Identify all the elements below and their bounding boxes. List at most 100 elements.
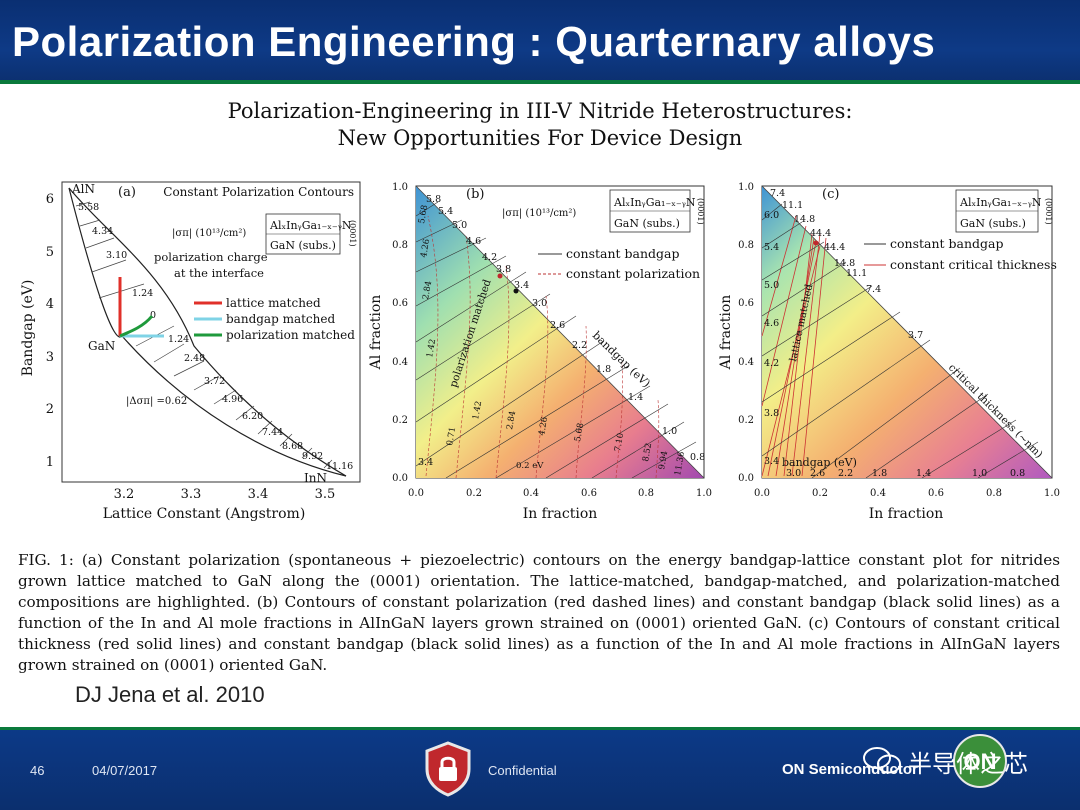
panel-c-marker — [813, 240, 819, 246]
panel-a-contour-value: 2.48 — [184, 353, 205, 364]
panel-b-xtick: 0.2 — [466, 488, 482, 499]
panel-b-legend-polarization: constant polarization — [566, 266, 700, 281]
panel-a-contours — [75, 201, 333, 469]
paper-title-line-1: Polarization-Engineering in III-V Nitrid… — [227, 99, 853, 123]
panel-b-legend-bandgap: constant bandgap — [566, 246, 679, 261]
panel-b-pol-value: 2.84 — [505, 410, 518, 430]
panel-c-top-value: 11.1 — [782, 200, 803, 211]
panel-b-pol-value: 1.42 — [471, 400, 484, 420]
panel-b-xtick: 0.8 — [638, 488, 654, 499]
panel-c-top-values: 7.4 11.1 6.0 14.8 5.4 44.4 44.4 14.8 11.… — [764, 188, 923, 419]
paper-title-line-2: New Opportunities For Device Design — [337, 126, 743, 150]
panel-c-xtick: 0.2 — [812, 488, 828, 499]
panel-a-point-mid: GaN — [88, 339, 115, 353]
panel-c-bottom-value: 1.8 — [872, 468, 887, 479]
panel-c-top-value: 44.4 — [824, 242, 845, 253]
panel-a-lower-curve — [68, 187, 347, 477]
panel-a-box-line-1: AlₓInᵧGa₁₋ₓ₋ᵧN — [269, 219, 352, 232]
shield-lock-icon — [425, 741, 471, 797]
panel-a-orientation: (0001) — [348, 220, 357, 247]
panel-b-xtick: 0.0 — [408, 488, 424, 499]
panel-a-ytick: 1 — [46, 455, 54, 470]
panel-b-pol-value: 1.42 — [425, 338, 438, 358]
panel-a-contour-value: 1.24 — [132, 288, 153, 299]
svg-text:ON: ON — [964, 749, 997, 774]
panel-b-pol-value: 5.68 — [417, 204, 430, 224]
panel-a-contour-value: 4.34 — [92, 226, 113, 237]
panel-c-top-value: 6.0 — [764, 210, 779, 221]
panel-b-pol-value: 8.52 — [641, 442, 654, 462]
panel-b-pol-value: 4.26 — [419, 238, 432, 258]
panel-a-charge-note-1: polarization charge — [154, 250, 268, 264]
panel-b-polarization-contours — [425, 215, 660, 479]
panel-c-xtick: 0.6 — [928, 488, 944, 499]
panel-c-top-value: 4.6 — [764, 318, 779, 329]
panel-a-ytick: 4 — [46, 297, 54, 312]
panel-a-contour-value: 3.72 — [204, 376, 225, 387]
confidential-label: Confidential — [488, 763, 557, 778]
panel-a-contour-value: 4.96 — [222, 394, 243, 405]
slide-title-bar: Polarization Engineering : Quarternary a… — [0, 0, 1080, 84]
panel-b-pol-value: 5.68 — [573, 422, 586, 442]
panel-c-xtick: 0.4 — [870, 488, 886, 499]
panel-b-bandgap-value: 2.6 — [550, 320, 565, 331]
panel-b-bandgap-values: 5.8 5.4 5.0 4.6 4.2 3.8 3.4 3.0 2.6 2.2 … — [426, 194, 705, 463]
panel-a-point-bottom: InN — [304, 471, 327, 485]
panel-a-contour-value: 0 — [150, 310, 156, 321]
panel-a-contour-value: 8.68 — [282, 441, 303, 452]
figure-panel-c: 0.0 0.2 0.4 0.6 0.8 1.0 0.0 0.2 0.4 0.6 … — [716, 176, 1066, 526]
panel-b-bottom-label: 3.4 — [418, 457, 433, 468]
polarization-matched-line — [119, 315, 154, 338]
panel-b-polarization-values: 0.2 eV 1.42 2.84 4.26 5.68 7.10 8.52 9.9… — [417, 204, 687, 476]
panel-c-thickness-contours — [761, 215, 827, 477]
panel-c-legend: constant bandgap constant critical thick… — [864, 236, 1057, 272]
panel-a-contour-value: 6.20 — [242, 411, 263, 422]
panel-b-pol-value: 4.26 — [537, 416, 550, 436]
panel-c-top-value: 5.0 — [764, 280, 779, 291]
panel-a-box-line-2: GaN (subs.) — [270, 239, 336, 252]
panel-b-bandgap-value: 1.4 — [628, 392, 643, 403]
panel-a-charge-note-2: at the interface — [174, 266, 264, 280]
panel-c-label: (c) — [822, 187, 839, 202]
panel-c-bottom-value: 2.2 — [838, 468, 853, 479]
panel-b-legend: constant bandgap constant polarization — [538, 246, 700, 281]
panel-a-point-top: AlN — [71, 182, 95, 196]
panel-c-top-value: 3.8 — [764, 408, 779, 419]
figure-caption: FIG. 1: (a) Constant polarization (spont… — [18, 551, 1060, 674]
panel-b-xtick: 0.6 — [581, 488, 597, 499]
panel-c-ytick: 1.0 — [738, 182, 754, 193]
page-number: 46 — [30, 763, 45, 778]
panel-c-bottom-value: 3.4 — [764, 456, 779, 467]
panel-a-ytick: 2 — [46, 402, 54, 417]
panel-b-pol-value: 9.94 — [657, 450, 670, 470]
footer-bar: 46 04/07/2017 Confidential ON Semiconduc… — [0, 727, 1080, 810]
panel-c-hypotenuse — [761, 185, 1053, 479]
panel-c-box-line-1: AlₓInᵧGa₁₋ₓ₋ᵧN — [959, 196, 1042, 209]
panel-b-xticks: 0.0 0.2 0.4 0.6 0.8 1.0 — [408, 488, 712, 499]
panel-b-bandgap-value: 4.2 — [482, 252, 497, 263]
panel-b-ytick: 0.8 — [392, 240, 408, 251]
panel-b-ytick: 1.0 — [392, 182, 408, 193]
wechat-icon — [863, 747, 901, 774]
panel-b-yticks: 0.0 0.2 0.4 0.6 0.8 1.0 — [392, 182, 408, 484]
panel-b-bandgap-value: 1.8 — [596, 364, 611, 375]
panel-a-xtick: 3.4 — [248, 487, 269, 502]
panel-b-pol-value: 7.10 — [613, 432, 626, 452]
panel-b-marker-red — [497, 273, 503, 279]
panel-b-bandgap-value: 5.4 — [438, 206, 453, 217]
on-logo-icon: ON — [953, 734, 1007, 788]
legend-bandgap-matched: bandgap matched — [226, 312, 335, 326]
panel-b-bandgap-contours — [415, 201, 697, 479]
panel-a-contour-labels: 5.58 4.34 3.10 1.24 0 1.24 2.48 3.72 4.9… — [78, 202, 353, 472]
panel-c-xlabel: In fraction — [869, 506, 944, 522]
panel-c-legend-thickness: constant critical thickness — [890, 257, 1057, 272]
panel-b-xtick: 1.0 — [696, 488, 712, 499]
panel-c-ylabel: Al fraction — [718, 295, 734, 371]
figure-panel-b: 0.0 0.2 0.4 0.6 0.8 1.0 0.0 0.2 0.4 0.6 … — [366, 176, 716, 526]
paper-title: Polarization-Engineering in III-V Nitrid… — [0, 98, 1080, 152]
panel-b-xtick: 0.4 — [523, 488, 539, 499]
panel-b-bandgap-value: 1.0 — [662, 426, 677, 437]
panel-b-pol-value: 0.2 eV — [516, 461, 544, 471]
panel-c-xticks: 0.0 0.2 0.4 0.6 0.8 1.0 — [754, 488, 1060, 499]
legend-polarization-matched: polarization matched — [226, 328, 355, 342]
